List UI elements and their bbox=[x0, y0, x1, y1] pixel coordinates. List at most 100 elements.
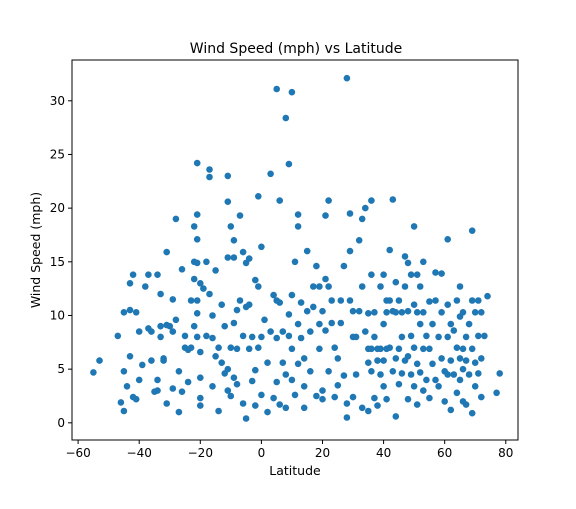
data-point-3 bbox=[117, 399, 125, 406]
data-point-199 bbox=[355, 237, 363, 244]
data-point-130 bbox=[273, 334, 281, 342]
data-point-72 bbox=[206, 290, 213, 298]
data-point-79 bbox=[215, 407, 222, 415]
data-point-41 bbox=[175, 368, 183, 375]
data-point-263 bbox=[413, 360, 421, 368]
data-point-124 bbox=[267, 328, 274, 335]
data-point-137 bbox=[282, 114, 290, 122]
data-point-5 bbox=[120, 368, 128, 375]
data-point-82 bbox=[221, 322, 228, 330]
data-point-25 bbox=[154, 376, 161, 384]
data-point-116 bbox=[254, 283, 262, 290]
data-point-43 bbox=[178, 388, 186, 396]
data-point-111 bbox=[248, 333, 256, 341]
data-point-323 bbox=[475, 370, 482, 377]
data-point-81 bbox=[218, 301, 225, 309]
data-point-254 bbox=[407, 271, 415, 279]
data-point-232 bbox=[386, 297, 394, 304]
data-point-95 bbox=[230, 374, 238, 382]
y-axis-label: Wind Speed (mph) bbox=[28, 192, 43, 308]
data-point-238 bbox=[392, 309, 400, 316]
data-point-50 bbox=[187, 297, 195, 304]
data-point-212 bbox=[368, 345, 375, 353]
data-point-264 bbox=[413, 401, 421, 408]
data-point-10 bbox=[126, 306, 134, 314]
data-point-35 bbox=[166, 322, 174, 330]
data-point-13 bbox=[132, 395, 140, 403]
data-point-274 bbox=[426, 298, 433, 305]
x-tick-label: 40 bbox=[376, 446, 391, 460]
data-point-169 bbox=[319, 387, 326, 394]
data-point-322 bbox=[475, 332, 482, 340]
data-point-293 bbox=[447, 320, 455, 328]
data-point-117 bbox=[254, 344, 262, 352]
data-point-214 bbox=[371, 309, 378, 316]
data-point-278 bbox=[429, 360, 436, 368]
data-point-294 bbox=[447, 357, 455, 364]
data-point-231 bbox=[386, 246, 394, 254]
data-point-297 bbox=[450, 371, 458, 378]
data-point-320 bbox=[471, 383, 479, 390]
data-point-115 bbox=[254, 193, 262, 200]
data-point-113 bbox=[252, 402, 259, 409]
data-point-71 bbox=[206, 173, 213, 181]
data-point-259 bbox=[410, 344, 418, 352]
data-point-179 bbox=[328, 319, 336, 327]
data-point-201 bbox=[358, 215, 366, 223]
data-point-40 bbox=[172, 316, 180, 324]
data-point-244 bbox=[398, 309, 406, 316]
data-point-313 bbox=[465, 371, 473, 378]
data-point-251 bbox=[404, 307, 412, 315]
data-point-48 bbox=[184, 378, 192, 386]
data-point-56 bbox=[193, 211, 201, 218]
data-point-91 bbox=[227, 344, 235, 352]
data-point-154 bbox=[297, 334, 305, 342]
data-point-281 bbox=[432, 376, 439, 384]
data-point-162 bbox=[310, 283, 317, 290]
data-point-285 bbox=[438, 309, 445, 316]
data-point-51 bbox=[190, 223, 198, 230]
data-point-90 bbox=[227, 392, 235, 400]
data-point-171 bbox=[319, 307, 326, 315]
data-point-57 bbox=[193, 259, 201, 267]
x-tick-label: −20 bbox=[188, 446, 213, 460]
data-point-92 bbox=[230, 237, 238, 244]
data-point-85 bbox=[224, 198, 232, 205]
y-tick-label: 0 bbox=[57, 416, 65, 430]
data-point-317 bbox=[468, 409, 476, 417]
y-tick-label: 20 bbox=[50, 201, 65, 215]
data-point-271 bbox=[420, 387, 427, 394]
data-point-96 bbox=[233, 306, 241, 314]
data-point-200 bbox=[355, 307, 363, 315]
data-point-207 bbox=[365, 359, 372, 367]
data-point-153 bbox=[297, 299, 305, 306]
data-point-158 bbox=[303, 247, 311, 255]
data-point-142 bbox=[285, 332, 293, 340]
data-point-246 bbox=[398, 370, 406, 377]
data-point-261 bbox=[413, 271, 421, 279]
data-point-6 bbox=[120, 407, 128, 415]
data-point-19 bbox=[145, 271, 152, 279]
data-point-307 bbox=[459, 365, 467, 373]
data-point-148 bbox=[291, 391, 299, 399]
data-point-241 bbox=[395, 297, 403, 304]
data-point-27 bbox=[157, 290, 164, 298]
data-point-187 bbox=[340, 372, 348, 379]
data-point-49 bbox=[187, 344, 195, 352]
data-point-233 bbox=[386, 344, 394, 352]
data-point-325 bbox=[478, 355, 485, 362]
data-point-256 bbox=[407, 371, 415, 378]
data-point-262 bbox=[413, 309, 421, 316]
data-point-270 bbox=[420, 345, 427, 353]
data-point-203 bbox=[358, 404, 366, 412]
data-point-190 bbox=[343, 400, 351, 407]
x-tick-label: 60 bbox=[437, 446, 452, 460]
data-point-295 bbox=[447, 406, 455, 414]
data-point-213 bbox=[368, 368, 375, 375]
data-point-8 bbox=[126, 353, 134, 360]
data-point-76 bbox=[212, 353, 219, 360]
data-point-299 bbox=[453, 344, 461, 352]
data-point-273 bbox=[423, 376, 430, 384]
data-point-161 bbox=[307, 368, 314, 375]
